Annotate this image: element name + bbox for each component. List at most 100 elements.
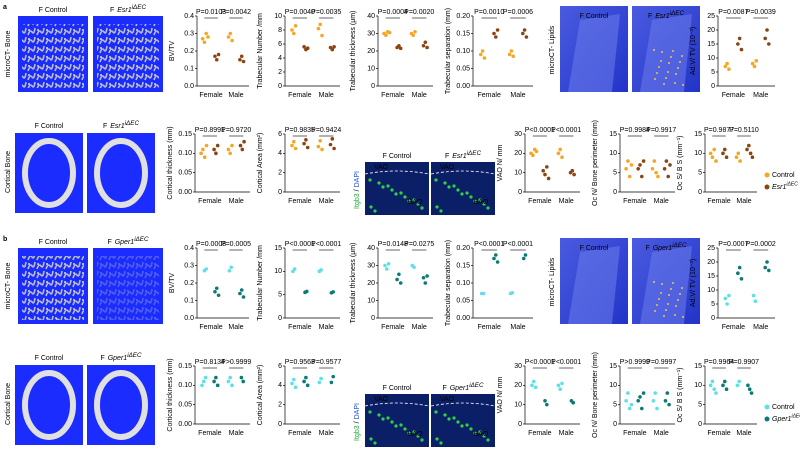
x-tick-label: Male bbox=[753, 324, 768, 331]
data-dot bbox=[317, 380, 322, 385]
data-dot bbox=[242, 139, 246, 144]
data-dot bbox=[305, 145, 310, 150]
p-value: P=0.0042 bbox=[221, 9, 251, 16]
lipid-spot bbox=[674, 314, 676, 316]
y-tick-label: 0.05 bbox=[456, 65, 470, 72]
lipid-spot bbox=[682, 316, 684, 318]
ko-prefix: F bbox=[103, 123, 107, 130]
cell-spot bbox=[386, 184, 390, 188]
data-dot bbox=[507, 52, 512, 57]
data-dot bbox=[206, 35, 210, 39]
control-label: F Control bbox=[580, 245, 609, 252]
p-value: P<0.0001 bbox=[551, 127, 581, 134]
ko-label: F Esr1iΔEC bbox=[110, 4, 147, 14]
x-tick-label: Female bbox=[381, 324, 404, 331]
p-value: P=0.9424 bbox=[311, 127, 341, 134]
cell-spot bbox=[390, 420, 394, 424]
y-tick-label: 6 bbox=[278, 131, 282, 138]
data-dot bbox=[425, 45, 429, 50]
data-dot bbox=[708, 383, 713, 388]
data-dot bbox=[318, 22, 323, 27]
data-dot bbox=[747, 387, 752, 392]
data-dot bbox=[212, 147, 216, 152]
data-dot bbox=[318, 138, 323, 143]
y-tick-label: 25 bbox=[707, 13, 715, 20]
y-tick-label: 0 bbox=[518, 189, 522, 196]
data-dot bbox=[750, 61, 755, 66]
ko-prefix: F bbox=[445, 153, 449, 160]
control-label: F Control bbox=[580, 13, 609, 20]
data-dot bbox=[216, 52, 221, 57]
ko-gene: Esr1 bbox=[110, 123, 125, 130]
y-tick-label: 20 bbox=[707, 259, 715, 266]
ko-label: F Esr1iΔEC bbox=[445, 150, 482, 160]
y-tick-label: 2 bbox=[278, 69, 282, 76]
cell-spot bbox=[439, 441, 443, 445]
p-value: P=0.0275 bbox=[404, 241, 434, 248]
y-tick-label: 0.05 bbox=[456, 297, 470, 304]
ko-sup: iΔEC bbox=[469, 382, 484, 389]
data-dot bbox=[226, 379, 231, 384]
y-tick-label: 10 bbox=[514, 170, 522, 177]
y-tick-label: 0 bbox=[711, 315, 715, 322]
data-dot bbox=[226, 35, 231, 39]
lipid-spot bbox=[675, 305, 677, 307]
stain-sep: / bbox=[354, 421, 361, 423]
data-dot bbox=[316, 26, 321, 31]
side-label: microCT- Lipids bbox=[549, 25, 556, 74]
legend-label: Control bbox=[772, 404, 795, 411]
cell-spot bbox=[390, 188, 394, 192]
vessel-line bbox=[430, 170, 496, 175]
data-dot bbox=[241, 379, 245, 384]
p-value: P>0.9999 bbox=[620, 359, 650, 366]
lipid-spot bbox=[668, 62, 670, 64]
y-tick-label: 20 bbox=[367, 280, 375, 287]
lipid-spot bbox=[679, 293, 681, 295]
data-dot bbox=[214, 151, 218, 156]
cell-spot bbox=[420, 206, 424, 210]
data-dot bbox=[330, 137, 335, 141]
control-label: F Control bbox=[35, 123, 64, 130]
data-dot bbox=[240, 147, 245, 152]
x-tick-label: Male bbox=[753, 92, 768, 99]
data-dot bbox=[413, 29, 417, 34]
y-tick-label: 30 bbox=[367, 30, 375, 37]
x-tick-label: Female bbox=[198, 430, 221, 437]
p-value: P<0.0001 bbox=[503, 241, 533, 248]
p-value: P<0.0001 bbox=[525, 359, 555, 366]
y-tick-label: 10 bbox=[707, 287, 715, 294]
data-dot bbox=[655, 406, 659, 411]
p-value: P=0.0087 bbox=[718, 9, 748, 16]
y-tick-label: 4 bbox=[278, 382, 282, 389]
cell-spot bbox=[394, 192, 398, 196]
x-tick-label: Male bbox=[559, 430, 574, 437]
cell-spot bbox=[469, 195, 473, 199]
y-tick-label: 0.15 bbox=[456, 262, 470, 269]
data-dot bbox=[292, 31, 296, 36]
y-axis-label: VAO N/ mm bbox=[497, 144, 504, 181]
ko-sup: iΔEC bbox=[127, 352, 142, 359]
y-tick-label: 0.0 bbox=[184, 315, 194, 322]
data-dot bbox=[664, 159, 669, 163]
y-tick-label: 0.10 bbox=[178, 150, 192, 157]
data-dot bbox=[228, 31, 233, 36]
ko-gene: Gper1 bbox=[115, 239, 135, 246]
ko-gene: Gper1 bbox=[653, 245, 673, 252]
ko-sup: iΔEC bbox=[125, 120, 140, 127]
cell-spot bbox=[460, 424, 464, 428]
bone-texture bbox=[97, 256, 159, 320]
data-dot bbox=[530, 383, 534, 388]
y-tick-label: 15 bbox=[694, 363, 702, 370]
y-tick-label: 30 bbox=[514, 363, 522, 370]
y-tick-label: 6 bbox=[278, 363, 282, 370]
y-tick-label: 0.05 bbox=[178, 170, 192, 177]
y-axis-label: Cortical Area (mm²) bbox=[257, 365, 264, 426]
y-tick-label: 10 bbox=[274, 268, 282, 275]
p-value: P<0.0001 bbox=[525, 127, 555, 134]
data-dot bbox=[293, 146, 298, 151]
data-dot bbox=[215, 383, 220, 388]
p-value: P<0.0001 bbox=[311, 241, 341, 248]
y-tick-label: 0.2 bbox=[184, 48, 194, 55]
data-dot bbox=[560, 155, 564, 159]
